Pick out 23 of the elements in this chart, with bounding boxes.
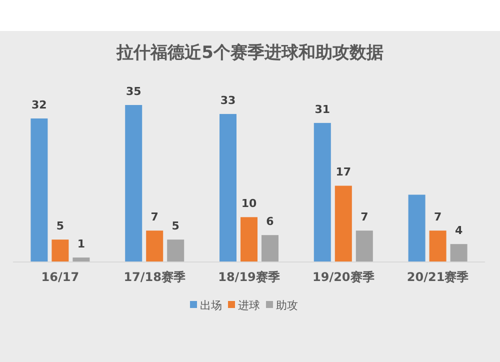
- data-label: 32: [32, 98, 47, 112]
- data-label: 7: [150, 210, 158, 224]
- data-label: 7: [434, 210, 442, 224]
- x-tick-label: 16/17: [41, 270, 80, 284]
- legend-label: 进球: [238, 299, 260, 312]
- chart-title: 拉什福德近5个赛季进球和助攻数据: [116, 43, 384, 63]
- data-label: 10: [241, 197, 257, 210]
- data-label: 35: [126, 85, 142, 98]
- data-label: 1: [77, 238, 86, 251]
- data-label: 6: [266, 215, 274, 228]
- data-label: 5: [56, 220, 64, 233]
- legend-label: 助攻: [276, 299, 298, 312]
- data-label: 33: [220, 94, 236, 107]
- x-tick-label: 19/20赛季: [312, 270, 376, 284]
- x-tick-label: 20/21赛季: [406, 270, 470, 284]
- data-label: 7: [360, 210, 368, 224]
- legend-label: 出场: [200, 299, 222, 312]
- x-tick-label: 18/19赛季: [218, 270, 281, 284]
- data-label: 5: [172, 220, 180, 233]
- x-tick-label: 17/18赛季: [124, 270, 186, 284]
- data-label: 17: [336, 166, 352, 179]
- data-label: 31: [314, 102, 330, 116]
- data-label: 4: [454, 224, 463, 238]
